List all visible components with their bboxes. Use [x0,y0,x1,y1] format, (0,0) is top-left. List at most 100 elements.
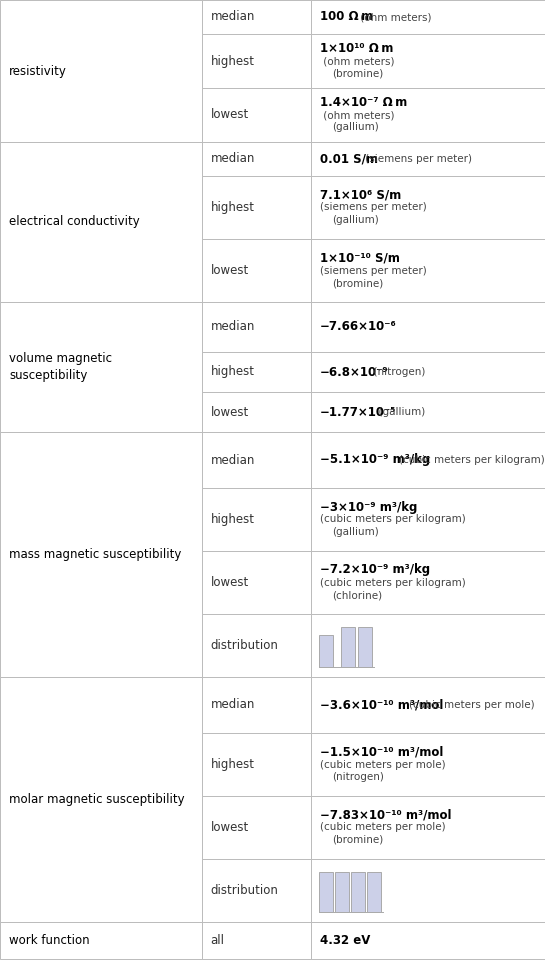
Text: (gallium): (gallium) [372,407,426,417]
Bar [311,614,545,677]
Text: median: median [211,153,255,165]
Text: distribution: distribution [211,639,278,652]
Text: (ohm meters): (ohm meters) [320,56,394,66]
Bar [202,551,311,614]
Bar [311,733,545,796]
Text: (gallium): (gallium) [332,527,378,537]
Text: (siemens per meter): (siemens per meter) [362,154,472,164]
Bar [311,677,545,733]
Text: highest: highest [211,366,255,378]
Text: −7.66×10⁻⁶: −7.66×10⁻⁶ [320,320,396,334]
Bar [202,34,311,88]
Text: −1.77×10⁻⁵: −1.77×10⁻⁵ [320,405,396,419]
Text: (ohm meters): (ohm meters) [356,12,431,22]
Text: median: median [211,454,255,466]
Text: (chlorine): (chlorine) [332,590,382,600]
Text: −3×10⁻⁹ m³/kg: −3×10⁻⁹ m³/kg [320,501,417,513]
Text: median: median [211,698,255,712]
Bar [311,142,545,176]
Bar [0,142,202,302]
Text: highest: highest [211,201,255,214]
Text: highest: highest [211,758,255,771]
Bar [202,677,311,733]
Bar [202,488,311,551]
Bar [0,0,202,142]
Bar [311,551,545,614]
Text: highest: highest [211,513,255,526]
Text: (bromine): (bromine) [332,835,383,845]
Text: −7.2×10⁻⁹ m³/kg: −7.2×10⁻⁹ m³/kg [320,564,430,576]
Text: median: median [211,11,255,23]
Bar [335,872,349,912]
Bar [202,796,311,859]
Bar [311,432,545,488]
Bar [311,352,545,392]
Bar [311,0,545,34]
Text: 1.4×10⁻⁷ Ω m: 1.4×10⁻⁷ Ω m [320,96,407,109]
Text: 7.1×10⁶ S/m: 7.1×10⁶ S/m [320,189,401,201]
Bar [0,432,202,677]
Text: 4.32 eV: 4.32 eV [320,934,370,947]
Text: (cubic meters per kilogram): (cubic meters per kilogram) [399,455,544,465]
Bar [202,239,311,302]
Text: (cubic meters per mole): (cubic meters per mole) [320,823,445,833]
Bar [311,392,545,432]
Bar [202,859,311,922]
Bar [202,432,311,488]
Text: (bromine): (bromine) [332,69,383,78]
Text: −1.5×10⁻¹⁰ m³/mol: −1.5×10⁻¹⁰ m³/mol [320,746,443,758]
Text: (cubic meters per kilogram): (cubic meters per kilogram) [320,514,465,524]
Bar [311,88,545,142]
Text: (gallium): (gallium) [332,123,378,132]
Bar [202,352,311,392]
Bar [0,302,202,432]
Bar [311,302,545,352]
Bar [311,796,545,859]
Bar [0,922,202,959]
Text: (siemens per meter): (siemens per meter) [320,266,426,276]
Bar [311,239,545,302]
Text: molar magnetic susceptibility: molar magnetic susceptibility [9,793,185,806]
Bar [202,922,311,959]
Text: 1×10⁻¹⁰ S/m: 1×10⁻¹⁰ S/m [320,251,399,265]
Bar [311,488,545,551]
Text: distribution: distribution [211,884,278,897]
Text: electrical conductivity: electrical conductivity [9,216,140,228]
Text: work function: work function [9,934,89,947]
Text: −6.8×10⁻⁹: −6.8×10⁻⁹ [320,366,388,378]
Bar [202,733,311,796]
Text: (cubic meters per kilogram): (cubic meters per kilogram) [320,577,465,588]
Bar [202,88,311,142]
Text: lowest: lowest [211,576,249,589]
Text: −5.1×10⁻⁹ m³/kg: −5.1×10⁻⁹ m³/kg [320,454,430,466]
Bar [311,176,545,239]
Text: lowest: lowest [211,821,249,834]
Text: (cubic meters per mole): (cubic meters per mole) [320,759,445,770]
Text: (bromine): (bromine) [332,278,383,288]
Text: volume magnetic
susceptibility: volume magnetic susceptibility [9,352,112,382]
Bar [202,176,311,239]
Text: (nitrogen): (nitrogen) [332,772,384,782]
Text: highest: highest [211,54,255,68]
Bar [350,872,365,912]
Bar [202,614,311,677]
Text: all: all [211,934,225,947]
Text: (cubic meters per mole): (cubic meters per mole) [409,700,535,710]
Text: 1×10¹⁰ Ω m: 1×10¹⁰ Ω m [320,42,393,55]
Bar [0,677,202,922]
Text: 100 Ω m: 100 Ω m [320,11,373,23]
Bar [202,142,311,176]
Bar [202,302,311,352]
Text: (ohm meters): (ohm meters) [320,110,394,120]
Text: −7.83×10⁻¹⁰ m³/mol: −7.83×10⁻¹⁰ m³/mol [320,808,451,822]
Bar [367,872,380,912]
Bar [311,34,545,88]
Text: resistivity: resistivity [9,65,67,77]
Text: mass magnetic susceptibility: mass magnetic susceptibility [9,548,181,561]
Text: (siemens per meter): (siemens per meter) [320,202,426,213]
Text: (gallium): (gallium) [332,215,378,225]
Bar [311,859,545,922]
Text: lowest: lowest [211,264,249,277]
Bar [319,634,332,667]
Bar [358,628,372,667]
